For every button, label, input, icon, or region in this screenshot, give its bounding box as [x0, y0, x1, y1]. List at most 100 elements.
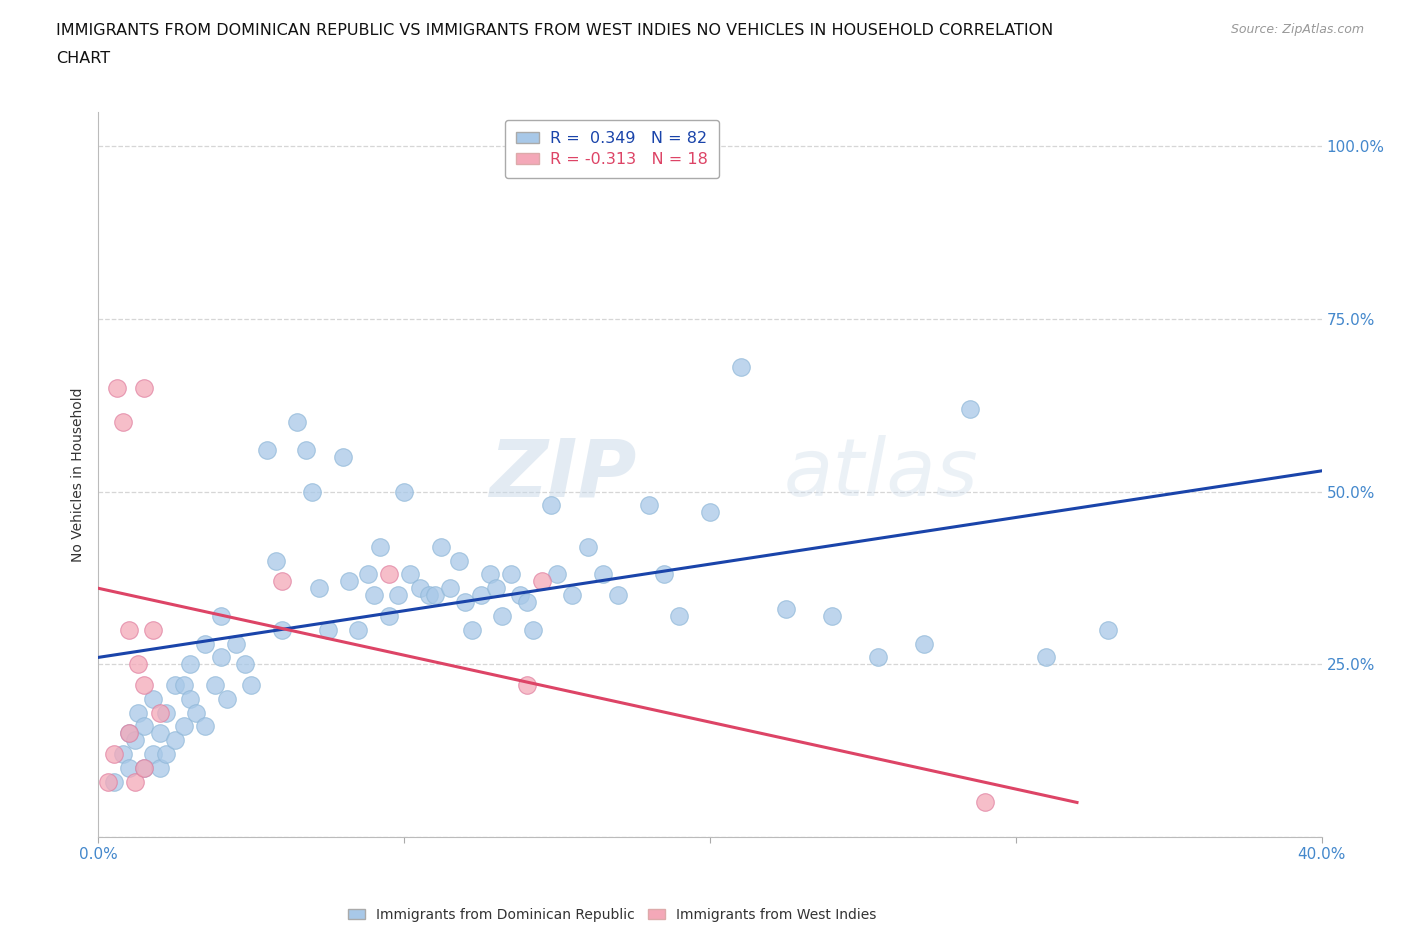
Point — [1035, 650, 1057, 665]
Point — [149, 726, 172, 741]
Point — [142, 622, 165, 637]
Point — [186, 705, 208, 720]
Point — [332, 449, 354, 464]
Point — [668, 608, 690, 623]
Point — [134, 719, 156, 734]
Point — [912, 636, 935, 651]
Point — [194, 636, 217, 651]
Point — [368, 539, 391, 554]
Point — [163, 733, 186, 748]
Y-axis label: No Vehicles in Household: No Vehicles in Household — [72, 387, 86, 562]
Point — [730, 360, 752, 375]
Point — [509, 588, 531, 603]
Point — [516, 678, 538, 693]
Point — [173, 719, 195, 734]
Point — [775, 602, 797, 617]
Point — [652, 567, 675, 582]
Point — [204, 678, 226, 693]
Legend: Immigrants from Dominican Republic, Immigrants from West Indies: Immigrants from Dominican Republic, Immi… — [342, 902, 882, 927]
Point — [439, 581, 461, 596]
Point — [316, 622, 339, 637]
Point — [209, 608, 232, 623]
Point — [478, 567, 501, 582]
Point — [699, 505, 721, 520]
Point — [363, 588, 385, 603]
Point — [974, 795, 997, 810]
Point — [118, 761, 141, 776]
Point — [127, 657, 149, 671]
Point — [592, 567, 614, 582]
Point — [209, 650, 232, 665]
Point — [270, 574, 292, 589]
Point — [215, 691, 238, 706]
Point — [105, 380, 128, 395]
Point — [233, 657, 256, 671]
Point — [387, 588, 409, 603]
Point — [240, 678, 263, 693]
Point — [149, 705, 172, 720]
Point — [124, 775, 146, 790]
Point — [546, 567, 568, 582]
Point — [118, 726, 141, 741]
Point — [356, 567, 378, 582]
Point — [530, 574, 553, 589]
Point — [392, 485, 416, 499]
Point — [540, 498, 562, 512]
Point — [399, 567, 422, 582]
Point — [408, 581, 430, 596]
Point — [149, 761, 172, 776]
Point — [378, 567, 401, 582]
Point — [1097, 622, 1119, 637]
Point — [501, 567, 523, 582]
Point — [301, 485, 323, 499]
Point — [142, 691, 165, 706]
Point — [134, 761, 156, 776]
Point — [470, 588, 492, 603]
Point — [607, 588, 630, 603]
Point — [561, 588, 583, 603]
Point — [522, 622, 544, 637]
Point — [134, 761, 156, 776]
Point — [423, 588, 446, 603]
Point — [225, 636, 247, 651]
Point — [127, 705, 149, 720]
Point — [194, 719, 217, 734]
Point — [418, 588, 440, 603]
Point — [179, 691, 201, 706]
Text: ZIP: ZIP — [489, 435, 637, 513]
Point — [103, 747, 125, 762]
Point — [103, 775, 125, 790]
Point — [163, 678, 186, 693]
Point — [111, 747, 134, 762]
Point — [821, 608, 844, 623]
Point — [134, 678, 156, 693]
Point — [118, 726, 141, 741]
Point — [295, 443, 318, 458]
Point — [337, 574, 360, 589]
Point — [111, 415, 134, 430]
Point — [155, 747, 177, 762]
Point — [378, 608, 401, 623]
Point — [516, 594, 538, 609]
Point — [179, 657, 201, 671]
Point — [454, 594, 477, 609]
Point — [449, 553, 471, 568]
Text: CHART: CHART — [56, 51, 110, 66]
Point — [264, 553, 287, 568]
Point — [134, 380, 156, 395]
Point — [118, 622, 141, 637]
Point — [124, 733, 146, 748]
Text: IMMIGRANTS FROM DOMINICAN REPUBLIC VS IMMIGRANTS FROM WEST INDIES NO VEHICLES IN: IMMIGRANTS FROM DOMINICAN REPUBLIC VS IM… — [56, 23, 1053, 38]
Point — [491, 608, 513, 623]
Text: Source: ZipAtlas.com: Source: ZipAtlas.com — [1230, 23, 1364, 36]
Point — [173, 678, 195, 693]
Point — [347, 622, 370, 637]
Point — [285, 415, 308, 430]
Point — [460, 622, 482, 637]
Point — [270, 622, 292, 637]
Point — [430, 539, 453, 554]
Text: atlas: atlas — [783, 435, 979, 513]
Point — [97, 775, 120, 790]
Point — [576, 539, 599, 554]
Point — [142, 747, 165, 762]
